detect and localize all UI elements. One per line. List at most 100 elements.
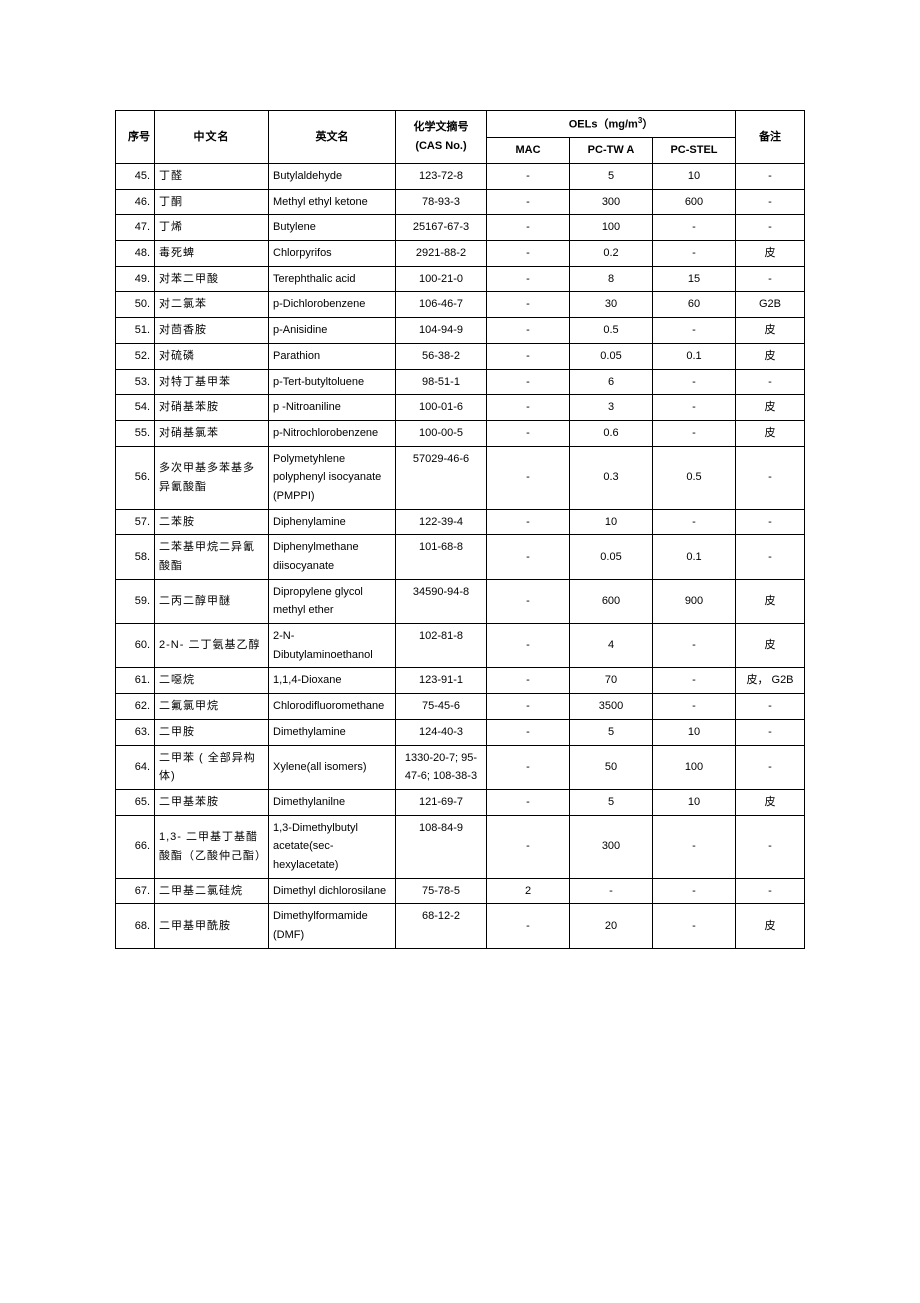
- cell-note: 皮: [736, 395, 805, 421]
- cell-stel: -: [653, 904, 736, 948]
- cell-twa: 0.05: [570, 343, 653, 369]
- header-oels-text: OELs（mg/m: [569, 119, 638, 131]
- cell-cn: 多次甲基多苯基多异氰酸酯: [155, 446, 269, 509]
- oels-table: 序号 中文名 英文名 化学文摘号 (CAS No.) OELs（mg/m3） 备…: [115, 110, 805, 949]
- cell-idx: 49.: [116, 266, 155, 292]
- cell-twa: 30: [570, 292, 653, 318]
- cell-cn: 二苯胺: [155, 509, 269, 535]
- cell-cn: 对硝基苯胺: [155, 395, 269, 421]
- cell-stel: 10: [653, 789, 736, 815]
- table-row: 52.对硫磷Parathion56-38-2-0.050.1皮: [116, 343, 805, 369]
- cell-en: Dimethylanilne: [269, 789, 396, 815]
- cell-en: Terephthalic acid: [269, 266, 396, 292]
- cell-cn: 二噁烷: [155, 668, 269, 694]
- cell-stel: -: [653, 318, 736, 344]
- cell-note: -: [736, 266, 805, 292]
- cell-en: 2-N-Dibutylaminoethanol: [269, 624, 396, 668]
- cell-mac: -: [487, 719, 570, 745]
- cell-twa: 3500: [570, 694, 653, 720]
- cell-idx: 65.: [116, 789, 155, 815]
- table-row: 59.二丙二醇甲醚Dipropylene glycol methyl ether…: [116, 579, 805, 623]
- table-row: 65.二甲基苯胺Dimethylanilne121-69-7-510皮: [116, 789, 805, 815]
- cell-cas: 56-38-2: [396, 343, 487, 369]
- cell-idx: 63.: [116, 719, 155, 745]
- cell-idx: 67.: [116, 878, 155, 904]
- cell-cas: 68-12-2: [396, 904, 487, 948]
- cell-mac: 2: [487, 878, 570, 904]
- header-cas-line1: 化学文摘号: [414, 121, 469, 133]
- cell-cn: 二甲基二氯硅烷: [155, 878, 269, 904]
- cell-mac: -: [487, 535, 570, 579]
- cell-twa: 0.6: [570, 420, 653, 446]
- cell-en: Chlorodifluoromethane: [269, 694, 396, 720]
- cell-cn: 2-N- 二丁氨基乙醇: [155, 624, 269, 668]
- cell-cn: 丁烯: [155, 215, 269, 241]
- cell-stel: 600: [653, 189, 736, 215]
- cell-note: -: [736, 164, 805, 190]
- cell-twa: 50: [570, 745, 653, 789]
- cell-en: 1,1,4-Dioxane: [269, 668, 396, 694]
- header-oels-group: OELs（mg/m3）: [487, 111, 736, 138]
- table-row: 49.对苯二甲酸Terephthalic acid100-21-0-815-: [116, 266, 805, 292]
- cell-stel: -: [653, 694, 736, 720]
- table-row: 47.丁烯Butylene25167-67-3-100--: [116, 215, 805, 241]
- cell-en: Polymetyhlene polyphenyl isocyanate (PMP…: [269, 446, 396, 509]
- header-note: 备注: [736, 111, 805, 164]
- cell-stel: -: [653, 509, 736, 535]
- cell-mac: -: [487, 420, 570, 446]
- cell-mac: -: [487, 189, 570, 215]
- cell-idx: 56.: [116, 446, 155, 509]
- cell-cn: 丁醛: [155, 164, 269, 190]
- cell-cn: 对硫磷: [155, 343, 269, 369]
- cell-idx: 53.: [116, 369, 155, 395]
- cell-note: -: [736, 189, 805, 215]
- cell-cn: 毒死蜱: [155, 241, 269, 267]
- cell-cas: 121-69-7: [396, 789, 487, 815]
- cell-stel: 60: [653, 292, 736, 318]
- cell-mac: -: [487, 745, 570, 789]
- header-english-name: 英文名: [269, 111, 396, 164]
- cell-idx: 52.: [116, 343, 155, 369]
- table-row: 45.丁醛Butylaldehyde123-72-8-510-: [116, 164, 805, 190]
- cell-twa: 5: [570, 164, 653, 190]
- table-row: 60.2-N- 二丁氨基乙醇2-N-Dibutylaminoethanol102…: [116, 624, 805, 668]
- cell-stel: -: [653, 395, 736, 421]
- cell-cas: 100-00-5: [396, 420, 487, 446]
- cell-en: p-Anisidine: [269, 318, 396, 344]
- table-row: 48.毒死蜱Chlorpyrifos2921-88-2-0.2-皮: [116, 241, 805, 267]
- cell-en: p-Dichlorobenzene: [269, 292, 396, 318]
- table-row: 57.二苯胺Diphenylamine122-39-4-10--: [116, 509, 805, 535]
- cell-cas: 100-01-6: [396, 395, 487, 421]
- cell-idx: 62.: [116, 694, 155, 720]
- cell-cas: 75-45-6: [396, 694, 487, 720]
- cell-note: 皮: [736, 789, 805, 815]
- cell-idx: 51.: [116, 318, 155, 344]
- cell-stel: -: [653, 815, 736, 878]
- table-row: 63.二甲胺Dimethylamine124-40-3-510-: [116, 719, 805, 745]
- cell-en: Xylene(all isomers): [269, 745, 396, 789]
- cell-twa: 0.05: [570, 535, 653, 579]
- cell-cas: 123-72-8: [396, 164, 487, 190]
- cell-en: Dimethylformamide (DMF): [269, 904, 396, 948]
- cell-note: 皮: [736, 420, 805, 446]
- cell-cas: 2921-88-2: [396, 241, 487, 267]
- cell-note: 皮: [736, 318, 805, 344]
- cell-mac: -: [487, 694, 570, 720]
- cell-note: -: [736, 509, 805, 535]
- cell-mac: -: [487, 668, 570, 694]
- header-oels-close: ）: [642, 119, 653, 131]
- cell-cn: 二甲基甲酰胺: [155, 904, 269, 948]
- cell-en: Butylene: [269, 215, 396, 241]
- cell-twa: 10: [570, 509, 653, 535]
- cell-en: Dipropylene glycol methyl ether: [269, 579, 396, 623]
- cell-twa: 70: [570, 668, 653, 694]
- cell-mac: -: [487, 318, 570, 344]
- header-index: 序号: [116, 111, 155, 164]
- table-row: 61.二噁烷1,1,4-Dioxane123-91-1-70-皮， G2B: [116, 668, 805, 694]
- cell-twa: 8: [570, 266, 653, 292]
- header-stel: PC-STEL: [653, 138, 736, 164]
- header-twa: PC-TW A: [570, 138, 653, 164]
- cell-twa: 5: [570, 789, 653, 815]
- table-row: 67.二甲基二氯硅烷Dimethyl dichlorosilane75-78-5…: [116, 878, 805, 904]
- cell-cas: 123-91-1: [396, 668, 487, 694]
